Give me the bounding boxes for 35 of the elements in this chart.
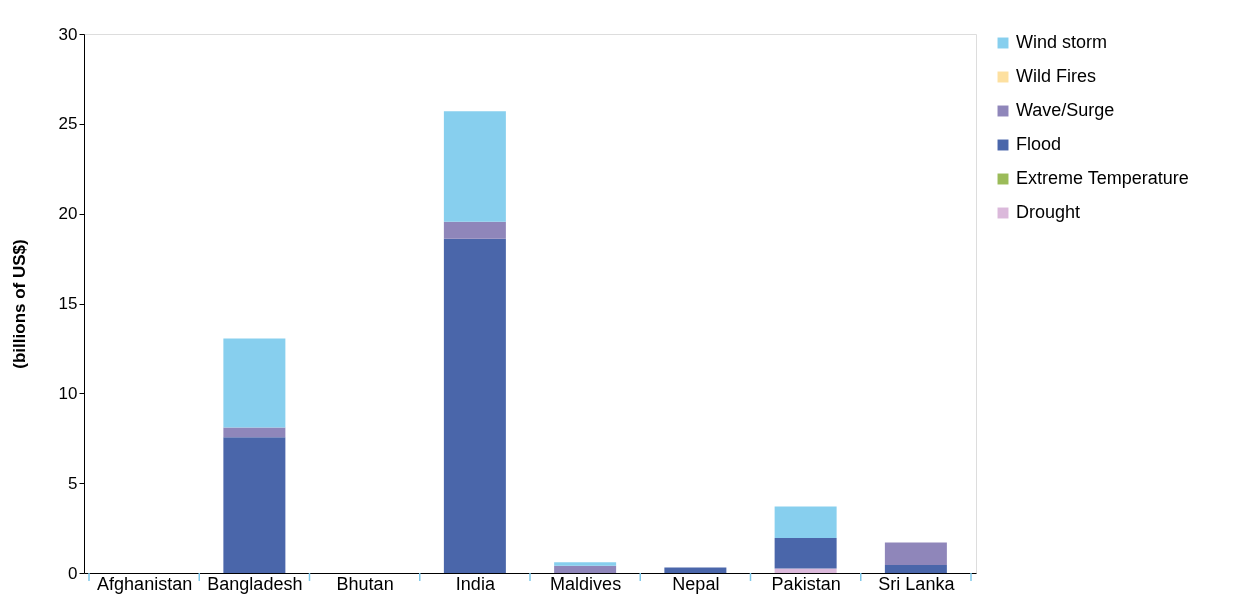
y-tick-label: 15 xyxy=(58,294,78,313)
bar xyxy=(443,238,506,573)
x-tick-label: India xyxy=(455,573,496,594)
y-tick-label: 25 xyxy=(58,114,78,134)
bar xyxy=(554,562,617,566)
bar xyxy=(664,567,727,573)
legend-label: Drought xyxy=(1016,202,1081,222)
bar xyxy=(223,427,286,438)
y-tick-label: 20 xyxy=(58,204,78,224)
bar xyxy=(884,542,947,565)
x-tick-label: Nepal xyxy=(672,573,720,594)
bar xyxy=(884,564,947,573)
bar xyxy=(774,537,837,569)
bar xyxy=(223,338,286,428)
y-tick-label: 0 xyxy=(68,563,78,583)
bar xyxy=(774,506,837,538)
legend-label: Wave/Surge xyxy=(1016,100,1115,120)
x-tick-label: Pakistan xyxy=(771,573,841,594)
legend-label: Extreme Temperature xyxy=(1016,168,1189,188)
legend-label: Wind storm xyxy=(1016,32,1108,52)
y-tick-label: 30 xyxy=(58,24,78,44)
x-tick-label: Maldives xyxy=(550,573,622,594)
y-tick-label: 10 xyxy=(58,383,78,403)
x-tick-label: Bhutan xyxy=(336,573,394,594)
y-tick-label: 5 xyxy=(68,473,78,493)
bar xyxy=(554,565,617,573)
x-tick-label: Sri Lanka xyxy=(878,573,956,594)
bar xyxy=(223,437,286,573)
legend-label: Flood xyxy=(1016,134,1062,154)
bar xyxy=(443,111,506,222)
x-tick-label: Bangladesh xyxy=(207,573,303,594)
bar xyxy=(443,221,506,239)
x-tick-label: Afghanistan xyxy=(97,573,193,594)
y-axis-title: (billions of US$) xyxy=(9,239,29,369)
legend-label: Wild Fires xyxy=(1016,66,1096,86)
